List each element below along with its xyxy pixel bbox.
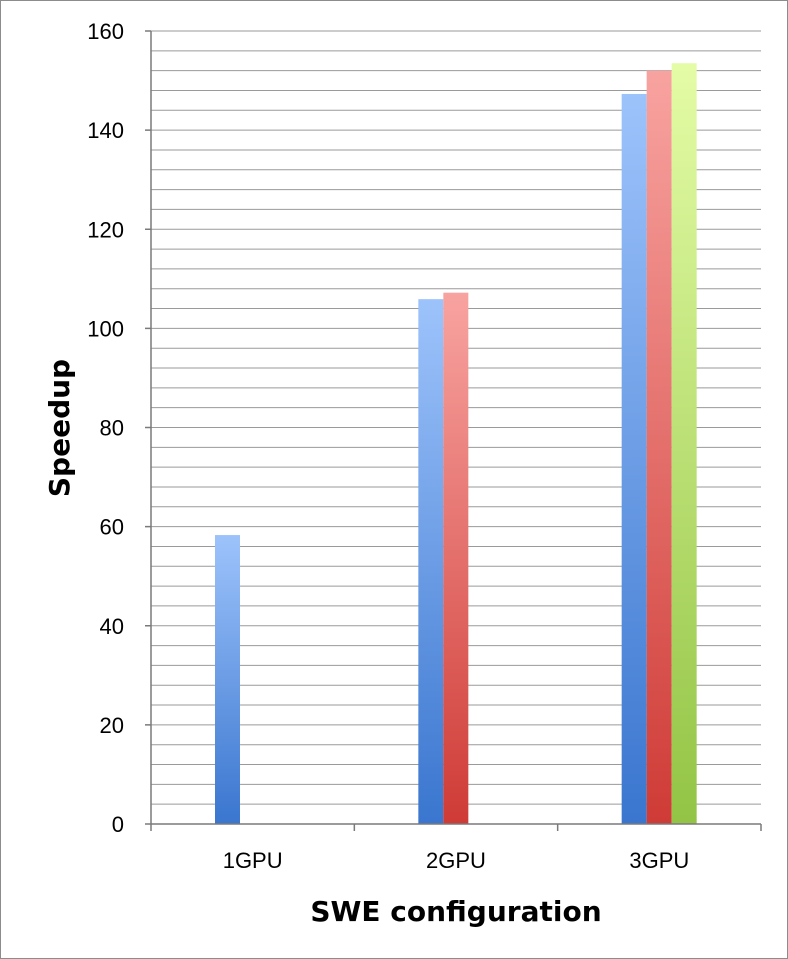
x-tick-label: 2GPU <box>426 848 486 873</box>
x-tick-label: 1GPU <box>223 848 283 873</box>
y-tick-label: 40 <box>100 614 124 639</box>
y-tick-label: 160 <box>87 19 124 44</box>
y-tick-label: 80 <box>100 416 124 441</box>
bar-3gpu-series3 <box>671 63 697 824</box>
bar-3gpu-series2 <box>646 70 672 824</box>
bar-3gpu-series1 <box>621 93 647 824</box>
y-tick-label: 0 <box>112 812 124 837</box>
x-tick-label: 3GPU <box>629 848 689 873</box>
y-tick-labels: 0 20 40 60 80 100 120 140 160 <box>87 19 124 837</box>
x-tick-labels: 1GPU 2GPU 3GPU <box>223 848 690 873</box>
bar-2gpu-series1 <box>418 299 444 824</box>
y-tick-label: 60 <box>100 515 124 540</box>
y-axis-title: Speedup <box>43 359 76 497</box>
y-tick-label: 120 <box>87 217 124 242</box>
y-tick-label: 100 <box>87 316 124 341</box>
bar-1gpu-series1 <box>215 535 240 824</box>
y-tick-label: 20 <box>100 713 124 738</box>
x-axis-title: SWE configuration <box>310 895 601 928</box>
y-tick-label: 140 <box>87 118 124 143</box>
bars-group <box>215 63 697 824</box>
bar-2gpu-series2 <box>443 292 469 824</box>
axes-group <box>145 30 762 831</box>
